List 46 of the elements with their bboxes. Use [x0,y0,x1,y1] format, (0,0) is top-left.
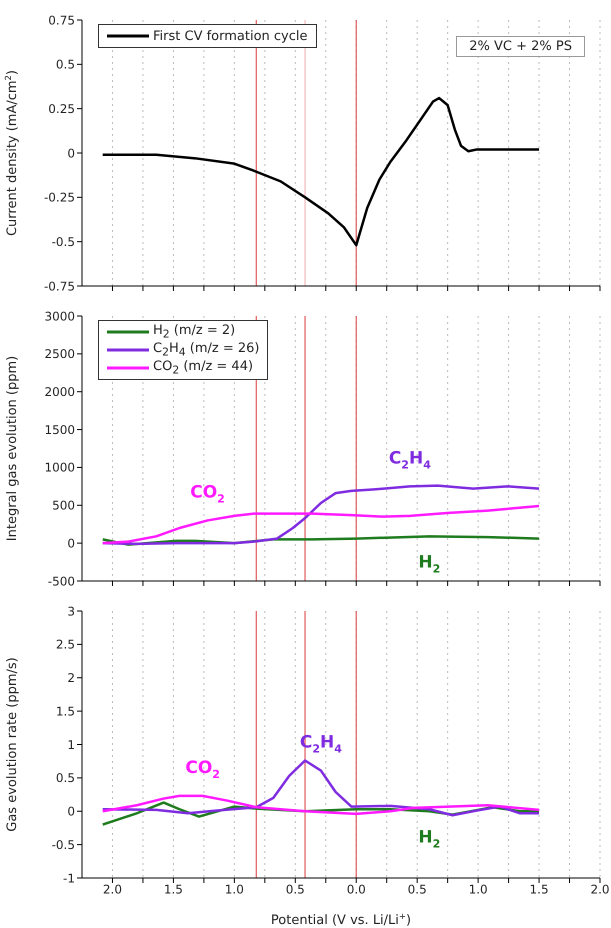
y-tick-label: 1000 [44,460,75,475]
y-tick-label: 0.5 [56,58,75,72]
legend-label: CO$_{2}$ (m/z = 44) [153,359,254,377]
y-tick-label: 3 [67,604,75,618]
y-tick-label: -1 [63,871,75,886]
y-tick-label: 2000 [44,384,75,399]
y-tick-label: 1500 [44,422,75,437]
y-tick-label: 1.5 [56,704,75,718]
legend-label: C$_{2}$H$_{4}$ (m/z = 26) [153,341,260,359]
x-tick-label: 1.5 [530,882,549,897]
y-tick-label: 0 [67,146,75,160]
legend-label: H$_{2}$ (m/z = 2) [153,323,236,341]
y-tick-label: 500 [52,498,75,513]
y-tick-label: -0.5 [52,234,75,249]
y-tick-label: -0.5 [52,838,75,852]
x-tick-label: 1.0 [224,882,244,897]
y-tick-label: 0.25 [48,102,75,116]
x-axis-title: Potential (V vs. Li/Li$^{+}$) [270,911,412,928]
y-tick-label: -500 [48,574,75,588]
x-tick-label: 2.0 [102,882,122,897]
legend-label: First CV formation cycle [153,28,308,44]
annotation: CO$_{2}$ [190,482,225,505]
y-tick-label: 0.5 [56,771,75,786]
annotation: CO$_{2}$ [185,758,220,780]
y-tick-label: 2.5 [56,638,75,652]
y-tick-label: -0.75 [44,279,75,294]
x-tick-label: 1.0 [468,882,488,897]
annotation: C$_{2}$H$_{4}$ [388,448,432,471]
y-tick-label: 0 [67,536,75,550]
annotation: H$_{2}$ [418,826,440,850]
x-tick-label: 2.0 [590,882,610,897]
x-tick-label: 1.5 [164,882,183,897]
x-tick-label: 0.5 [286,882,305,897]
y-tick-label: -0.25 [44,190,75,205]
y-axis-title: Gas evolution rate (ppm/s) [5,657,20,832]
annotation: 2% VC + 2% PS [456,36,585,57]
y-tick-label: 2 [67,671,75,686]
y-tick-label: 3000 [44,309,75,324]
y-tick-label: 2500 [44,347,75,362]
y-tick-label: 0 [67,804,75,819]
x-tick-label: 0.5 [408,882,427,897]
y-tick-label: 0.75 [48,13,75,28]
x-tick-label: 0.0 [346,882,366,897]
annotation: H$_{2}$ [418,552,440,575]
y-tick-label: 1 [67,738,75,752]
y-axis-title: Integral gas evolution (ppm) [5,356,20,542]
